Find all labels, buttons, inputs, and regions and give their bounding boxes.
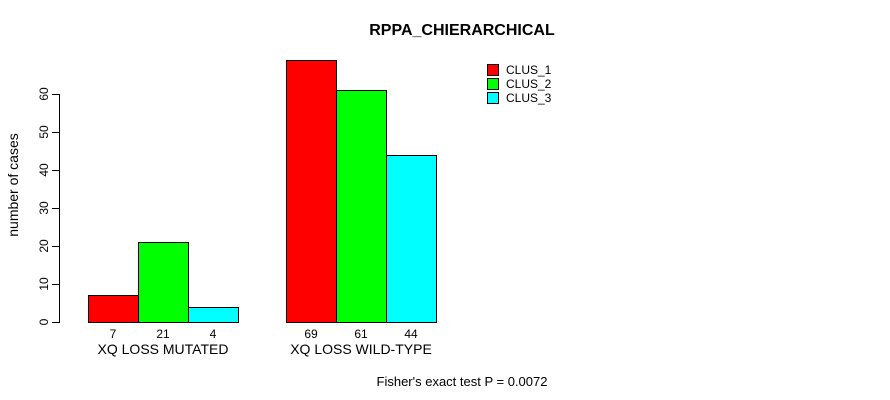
legend-label: CLUS_3 [506, 91, 552, 105]
bar-clus_1-group1 [88, 295, 139, 323]
y-axis-label: number of cases [5, 133, 21, 237]
bar-value-label: 21 [156, 327, 170, 341]
legend-swatch-clus_1 [487, 64, 499, 76]
bar-clus_3-group2 [386, 155, 437, 323]
legend-label: CLUS_2 [506, 77, 552, 91]
y-axis-tick-label: 0 [37, 318, 51, 326]
chart-title: RPPA_CHIERARCHICAL [369, 22, 555, 39]
bar-value-label: 61 [354, 327, 368, 341]
y-axis-tick-label: 20 [37, 239, 51, 253]
y-axis-tick-label: 30 [37, 201, 51, 215]
y-axis-tick [52, 322, 59, 323]
bar-value-label: 4 [209, 327, 217, 341]
x-group-label: XQ LOSS MUTATED [97, 341, 229, 357]
y-axis-tick [52, 132, 59, 133]
y-axis-tick-label: 60 [37, 87, 51, 101]
y-axis-tick [52, 94, 59, 95]
y-axis-tick [52, 208, 59, 209]
y-axis-tick [52, 284, 59, 285]
y-axis-tick-label: 50 [37, 125, 51, 139]
bar-value-label: 69 [304, 327, 318, 341]
y-axis-tick-label: 40 [37, 163, 51, 177]
y-axis-line [59, 94, 60, 323]
legend-item: CLUS_1 [487, 63, 551, 77]
legend-label: CLUS_1 [506, 63, 552, 77]
x-group-label: XQ LOSS WILD-TYPE [290, 341, 432, 357]
bar-clus_3-group1 [188, 307, 239, 323]
legend-swatch-clus_3 [487, 92, 499, 104]
bar-clus_1-group2 [286, 60, 337, 323]
bar-clus_2-group2 [336, 90, 387, 323]
legend-item: CLUS_2 [487, 77, 551, 91]
annotation-text: Fisher's exact test P = 0.0072 [376, 374, 548, 389]
bar-value-label: 7 [109, 327, 117, 341]
bar-value-label: 44 [404, 327, 418, 341]
legend-item: CLUS_3 [487, 91, 551, 105]
legend: CLUS_1 CLUS_2 CLUS_3 [487, 63, 551, 105]
y-axis-tick-label: 10 [37, 277, 51, 291]
y-axis-tick [52, 246, 59, 247]
legend-swatch-clus_2 [487, 78, 499, 90]
bar-clus_2-group1 [138, 242, 189, 323]
y-axis-tick [52, 170, 59, 171]
